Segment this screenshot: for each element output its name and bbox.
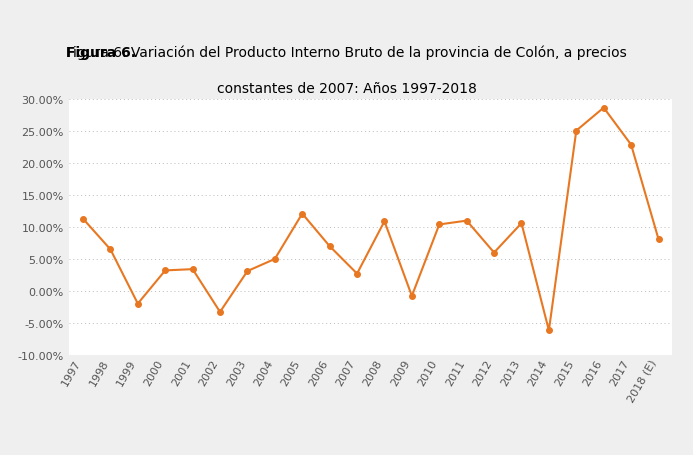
Text: Figura 6.: Figura 6. xyxy=(66,46,136,60)
Text: constantes de 2007: Años 1997-2018: constantes de 2007: Años 1997-2018 xyxy=(216,82,477,96)
Text: Figura 6. Variación del Producto Interno Bruto de la provincia de Colón, a preci: Figura 6. Variación del Producto Interno… xyxy=(66,46,627,60)
